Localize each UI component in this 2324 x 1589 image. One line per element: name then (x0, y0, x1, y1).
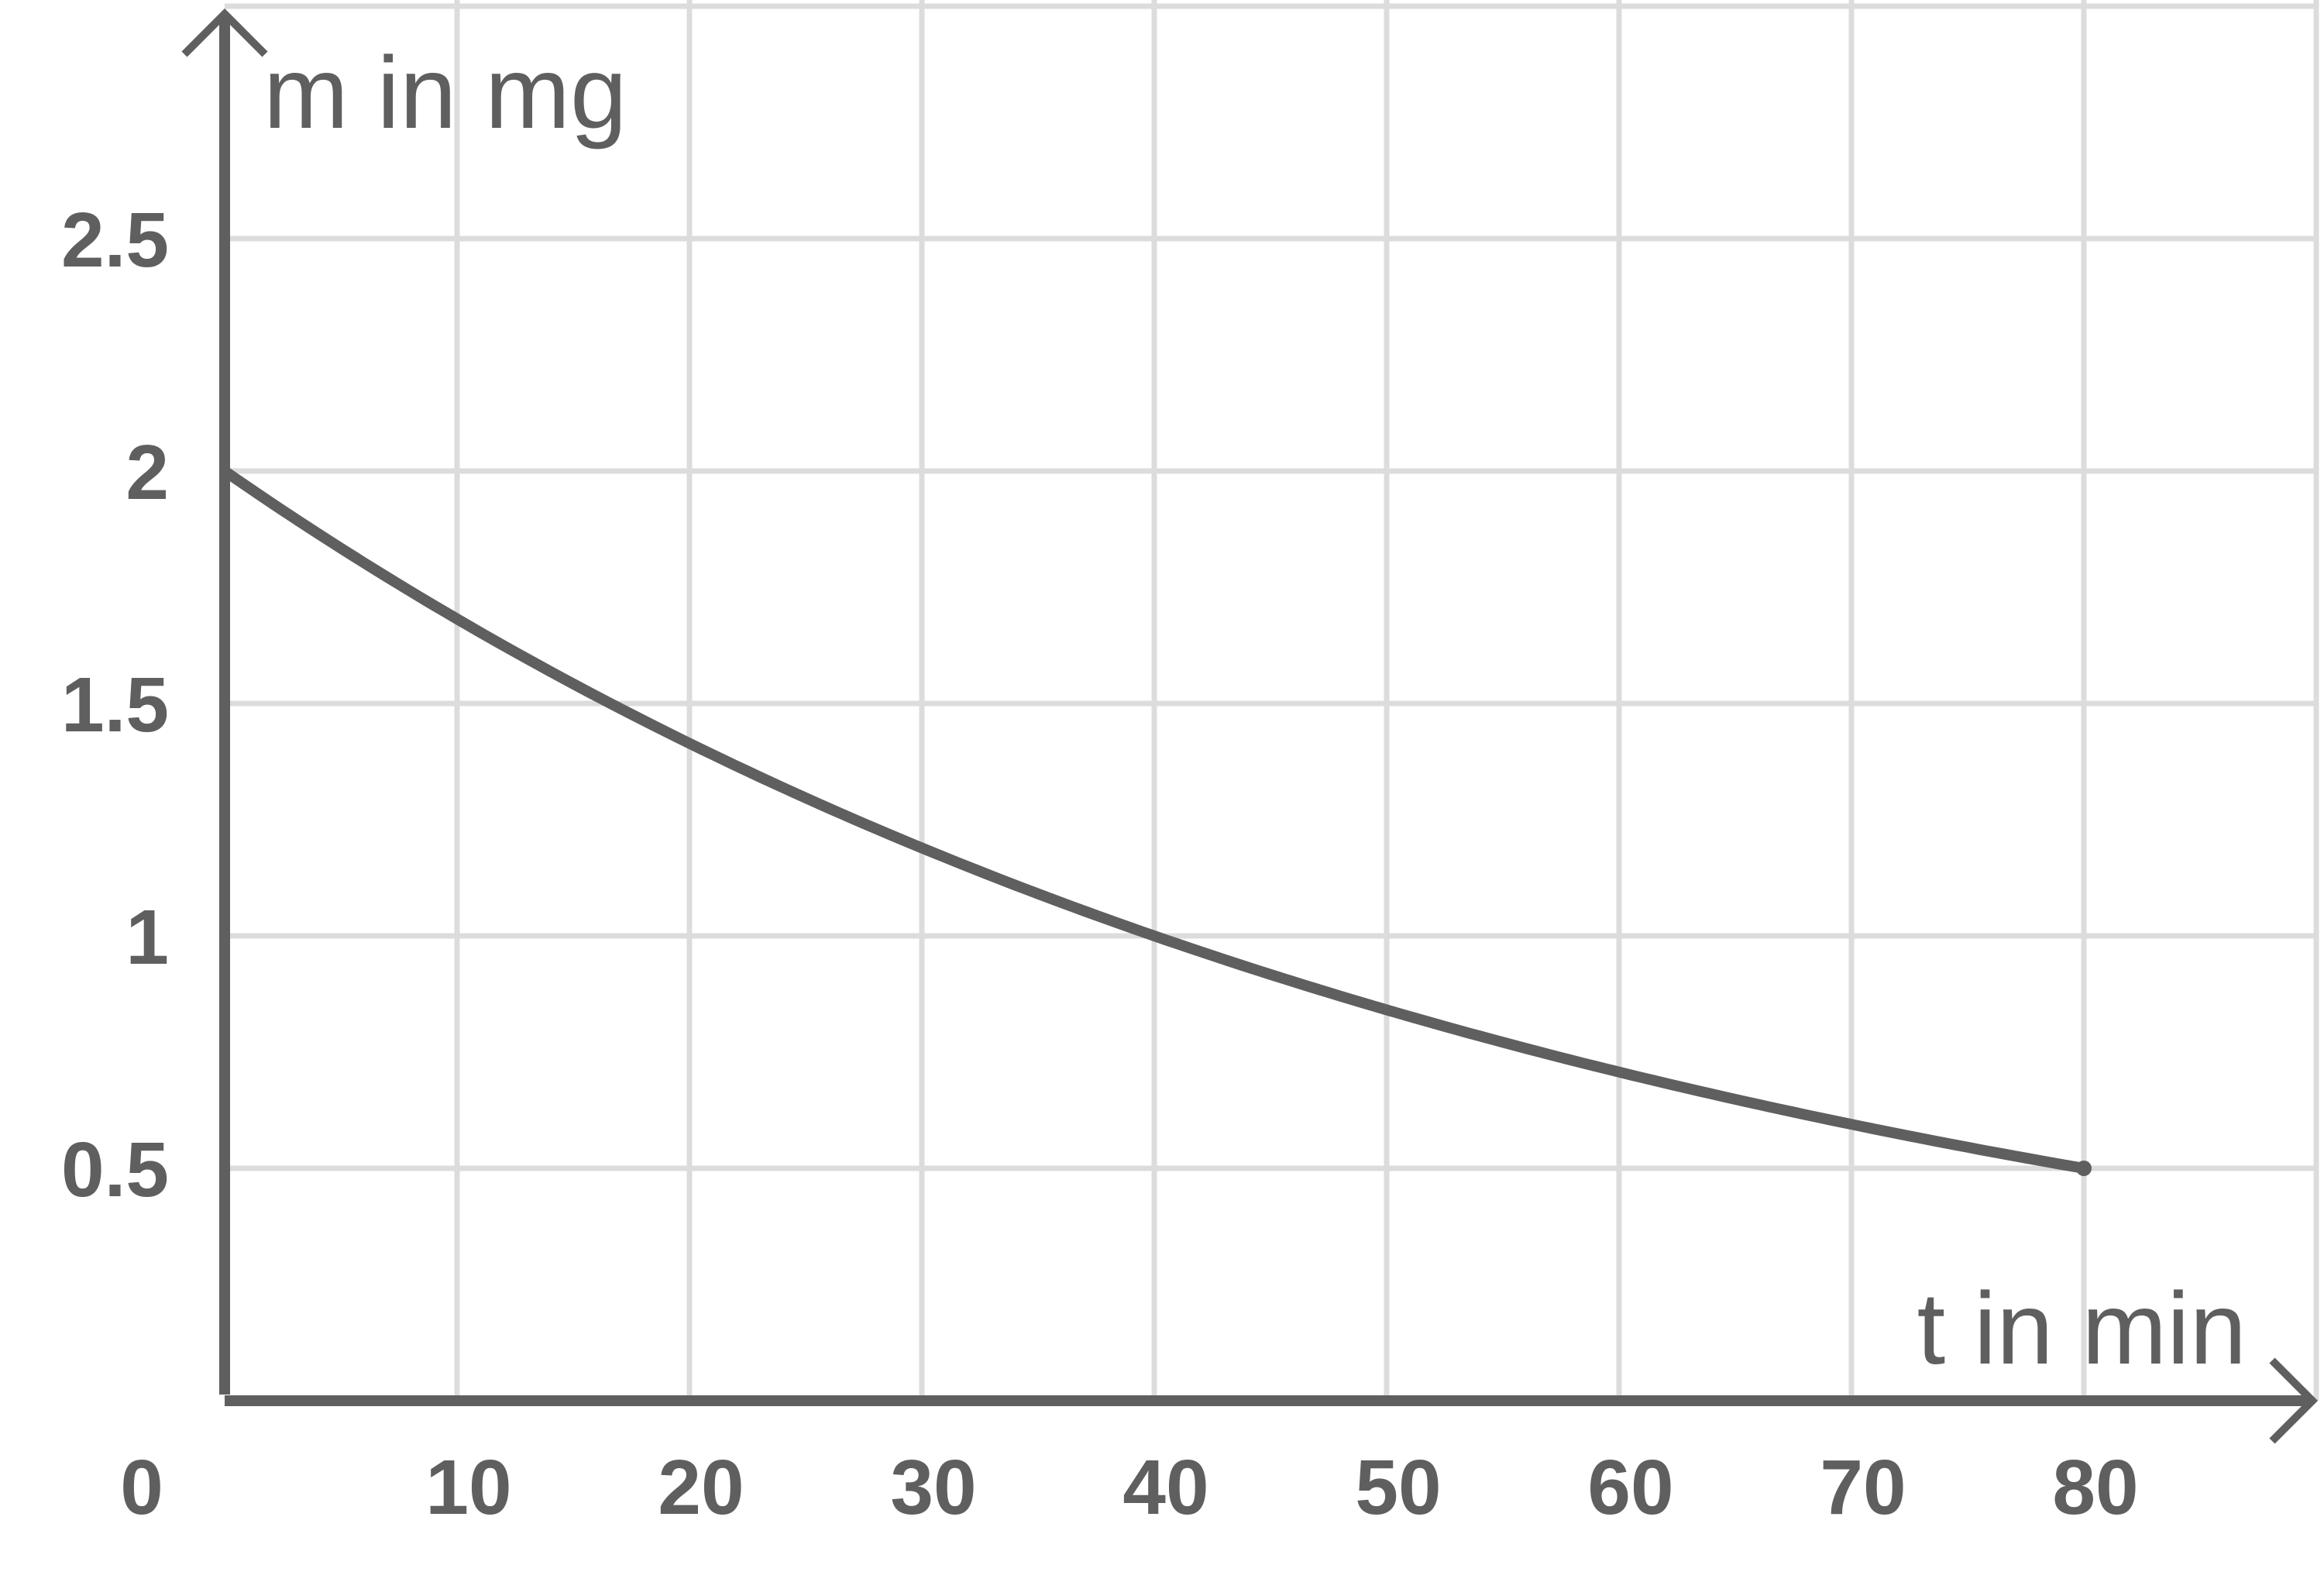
y-tick-label: 2 (125, 429, 169, 516)
y-axis-title: m in mg (263, 36, 627, 150)
y-axis-arrowhead (181, 8, 268, 57)
x-tick-label: 80 (2052, 1444, 2138, 1531)
x-tick-label: 20 (658, 1444, 744, 1531)
x-tick-label: 50 (1355, 1444, 1441, 1531)
x-tick-label: 10 (425, 1444, 511, 1531)
y-tick-label: 1 (125, 894, 169, 981)
x-tick-label: 70 (1820, 1444, 1906, 1531)
series-line (219, 466, 2089, 1174)
series (219, 466, 2092, 1176)
x-tick-label: 30 (890, 1444, 976, 1531)
x-axis-title: t in min (1917, 1271, 2247, 1385)
tick-labels: 10 20 30 40 50 60 70 80 0.5 1 1.5 2 2.5 (61, 197, 2139, 1531)
x-tick-label: 60 (1587, 1444, 1673, 1531)
y-tick-label: 2.5 (61, 197, 169, 284)
grid (225, 0, 2319, 1401)
axes (181, 8, 2319, 1444)
y-tick-label: 1.5 (61, 662, 169, 748)
x-tick-label: 40 (1122, 1444, 1208, 1531)
x-axis-arrowhead (2269, 1357, 2319, 1444)
origin-label: 0 (120, 1444, 163, 1531)
y-tick-label: 0.5 (61, 1126, 169, 1213)
series-endpoint (2076, 1161, 2092, 1176)
